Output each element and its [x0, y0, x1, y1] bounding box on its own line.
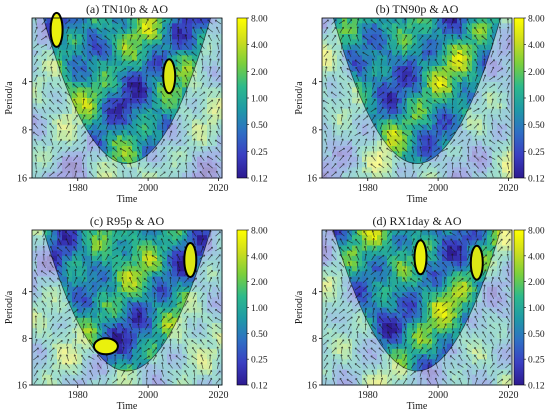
- phase-arrows: [322, 18, 511, 178]
- colorbar-tick-label: 2.00: [251, 68, 268, 78]
- y-tick-label: 16: [307, 381, 317, 392]
- x-tick-label: 2020: [499, 390, 519, 401]
- phase-arrows: [33, 230, 222, 385]
- significance-contour: [469, 244, 484, 281]
- x-tick-label: 1980: [68, 183, 88, 194]
- colorbar-tick-label: 0.12: [528, 175, 545, 185]
- panel-3: (c) R95p & AO 1980 2000 2020 Time 4 8 16 Period/…: [4, 214, 268, 412]
- plot-frame: [31, 229, 223, 386]
- y-tick-label: 8: [312, 334, 317, 345]
- x-axis-label: Time: [117, 194, 138, 205]
- y-axis-label: Period/a: [294, 81, 305, 115]
- y-tick-label: 8: [22, 125, 27, 136]
- y-axis-label: Period/a: [294, 290, 305, 324]
- x-axis-label: Time: [117, 401, 138, 412]
- x-tick-label: 1980: [358, 183, 378, 194]
- x-tick-label: 2000: [138, 390, 158, 401]
- colorbar-tick-label: 4.00: [528, 41, 545, 51]
- colorbar-tick-label: 0.50: [251, 121, 268, 131]
- colorbar: [236, 229, 248, 386]
- y-axis-label: Period/a: [4, 81, 15, 115]
- colorbar-tick-label: 0.25: [528, 148, 545, 158]
- significance-contour: [183, 242, 198, 278]
- colorbar-tick-label: 0.25: [251, 356, 268, 366]
- x-tick-label: 2020: [499, 183, 519, 194]
- significance-contour: [162, 58, 177, 95]
- colorbar-tick-label: 4.00: [251, 252, 268, 262]
- colorbar-tick-label: 0.12: [251, 382, 268, 392]
- x-axis-label: Time: [407, 194, 428, 205]
- x-tick-label: 1980: [358, 390, 378, 401]
- significance-contour: [92, 337, 119, 356]
- y-tick-label: 4: [22, 77, 27, 88]
- panel-2: (b) TN90p & AO 1980 2000 2020 Time 4 8 16 Period…: [294, 2, 545, 205]
- x-axis-label: Time: [407, 401, 428, 412]
- x-tick-label: 2020: [209, 183, 229, 194]
- colorbar-tick-label: 0.50: [528, 121, 545, 131]
- colorbar: [513, 17, 525, 179]
- x-tick-label: 2000: [138, 183, 158, 194]
- colorbar-tick-label: 4.00: [251, 41, 268, 51]
- x-tick-label: 1980: [68, 390, 88, 401]
- panel-title: (a) TN10p & AO: [86, 2, 168, 16]
- plot-frame: [31, 17, 223, 179]
- significance-contour: [49, 11, 64, 48]
- y-tick-label: 8: [22, 334, 27, 345]
- y-tick-label: 16: [307, 174, 317, 185]
- y-tick-label: 8: [312, 125, 317, 136]
- cone-of-influence-line: [43, 17, 211, 164]
- y-tick-label: 4: [22, 287, 27, 298]
- colorbar-tick-label: 0.50: [251, 330, 268, 340]
- colorbar-tick-label: 8.00: [251, 227, 268, 237]
- colorbar-tick-label: 0.12: [528, 382, 545, 392]
- colorbar: [513, 229, 525, 386]
- plot-frame: [321, 229, 513, 386]
- colorbar-tick-label: 8.00: [528, 15, 545, 25]
- colorbar: [236, 17, 248, 179]
- colorbar-tick-label: 0.50: [528, 330, 545, 340]
- y-tick-label: 16: [17, 174, 27, 185]
- colorbar-tick-label: 0.25: [251, 148, 268, 158]
- x-tick-label: 2000: [428, 183, 448, 194]
- x-tick-label: 2020: [209, 390, 229, 401]
- y-tick-label: 16: [17, 381, 27, 392]
- panel-4: (d) RX1day & AO 1980 2000 2020 Time 4 8 16 Perio…: [294, 214, 545, 412]
- cone-of-influence-line: [43, 229, 211, 372]
- y-tick-label: 4: [312, 77, 317, 88]
- colorbar-tick-label: 1.00: [251, 95, 268, 105]
- colorbar-tick-label: 8.00: [528, 227, 545, 237]
- plot-frame: [321, 17, 513, 179]
- phase-arrows: [32, 18, 222, 178]
- y-axis-label: Period/a: [4, 290, 15, 324]
- colorbar-tick-label: 1.00: [251, 304, 268, 314]
- colorbar-tick-label: 0.12: [251, 175, 268, 185]
- panel-title: (b) TN90p & AO: [376, 2, 459, 16]
- colorbar-tick-label: 1.00: [528, 95, 545, 105]
- colorbar-tick-label: 2.00: [528, 278, 545, 288]
- cone-of-influence-line: [333, 17, 501, 164]
- phase-arrows: [322, 230, 511, 385]
- colorbar-tick-label: 2.00: [251, 278, 268, 288]
- x-tick-label: 2000: [428, 390, 448, 401]
- cone-of-influence-line: [333, 229, 501, 372]
- panel-title: (c) R95p & AO: [90, 214, 165, 228]
- colorbar-tick-label: 8.00: [251, 15, 268, 25]
- colorbar-tick-label: 1.00: [528, 304, 545, 314]
- y-tick-label: 4: [312, 287, 317, 298]
- panel-1: (a) TN10p & AO 1980 2000 2020 Time 4 8 16 Period…: [4, 2, 268, 205]
- colorbar-tick-label: 2.00: [528, 68, 545, 78]
- significance-contour: [413, 239, 428, 276]
- colorbar-tick-label: 4.00: [528, 252, 545, 262]
- panel-title: (d) RX1day & AO: [373, 214, 462, 228]
- colorbar-tick-label: 0.25: [528, 356, 545, 366]
